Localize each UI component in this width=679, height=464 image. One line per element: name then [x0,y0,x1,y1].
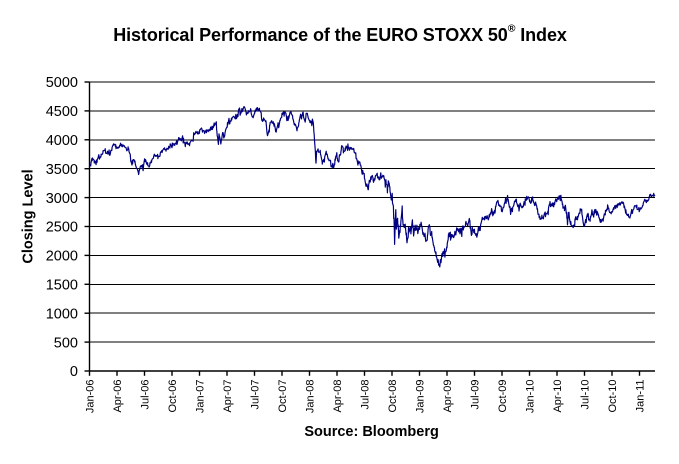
svg-text:Jan-09: Jan-09 [415,380,427,414]
svg-text:Jan-11: Jan-11 [635,380,647,413]
svg-text:Source: Bloomberg: Source: Bloomberg [304,424,439,440]
svg-text:4500: 4500 [46,104,78,120]
svg-text:Apr-09: Apr-09 [442,380,454,413]
svg-text:Oct-07: Oct-07 [277,380,289,413]
svg-text:1500: 1500 [46,278,78,294]
svg-text:Jan-06: Jan-06 [85,380,97,414]
svg-text:Jan-10: Jan-10 [525,380,537,414]
svg-text:Historical Performance of the: Historical Performance of the EURO STOXX… [113,22,567,45]
svg-text:Apr-06: Apr-06 [112,380,124,413]
svg-text:5000: 5000 [46,75,78,91]
svg-text:2000: 2000 [46,249,78,265]
svg-text:2500: 2500 [46,220,78,236]
svg-text:500: 500 [54,335,78,351]
svg-text:Apr-08: Apr-08 [332,380,344,413]
svg-text:Jul-08: Jul-08 [360,380,372,410]
svg-text:Oct-09: Oct-09 [497,380,509,413]
svg-text:4000: 4000 [46,133,78,149]
svg-text:Apr-07: Apr-07 [222,380,234,413]
svg-text:Closing Level: Closing Level [20,169,36,263]
svg-text:Jul-10: Jul-10 [580,380,592,410]
svg-text:1000: 1000 [46,306,78,322]
svg-text:Jul-07: Jul-07 [250,380,262,410]
svg-text:Oct-10: Oct-10 [607,380,619,413]
svg-text:Jul-06: Jul-06 [140,380,152,410]
svg-text:Apr-10: Apr-10 [552,380,564,413]
svg-text:3500: 3500 [46,162,78,178]
svg-text:Jan-08: Jan-08 [305,380,317,414]
svg-text:0: 0 [70,364,78,380]
svg-text:Jul-09: Jul-09 [470,380,482,410]
svg-text:Oct-08: Oct-08 [387,380,399,413]
svg-text:Oct-06: Oct-06 [167,380,179,413]
svg-text:3000: 3000 [46,191,78,207]
svg-text:Jan-07: Jan-07 [195,380,207,414]
